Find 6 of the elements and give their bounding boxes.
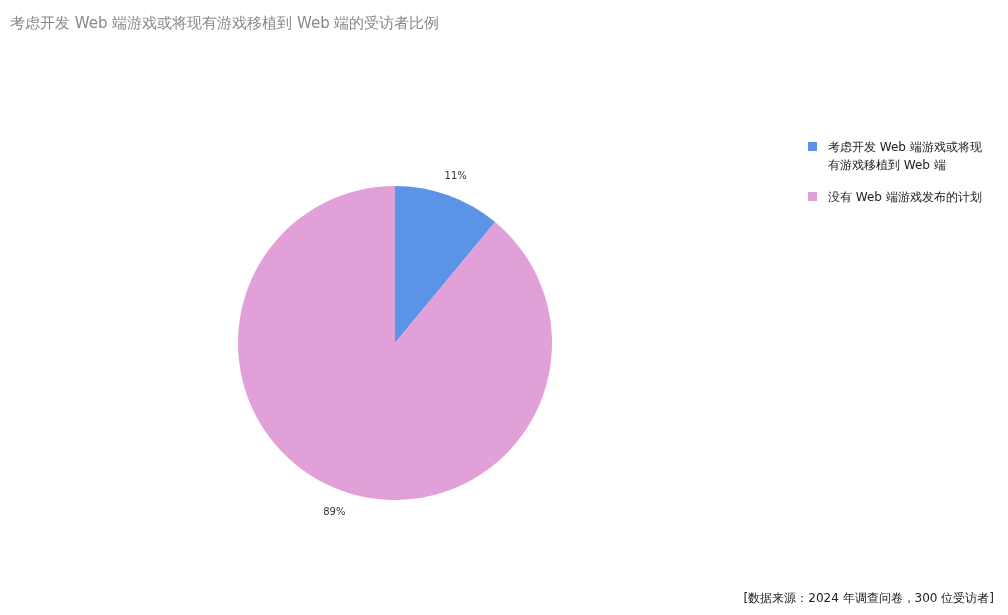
chart-title: 考虑开发 Web 端游戏或将现有游戏移植到 Web 端的受访者比例	[10, 14, 440, 33]
data-label: 89%	[323, 506, 346, 518]
legend-label: 没有 Web 端游戏发布的计划	[827, 189, 983, 206]
legend-label: 考虑开发 Web 端游戏或将现有游戏移植到 Web 端	[827, 139, 983, 174]
data-label: 11%	[444, 169, 467, 181]
text: [数据来源：2024 年调查问卷，300 位受访者]	[743, 590, 994, 607]
